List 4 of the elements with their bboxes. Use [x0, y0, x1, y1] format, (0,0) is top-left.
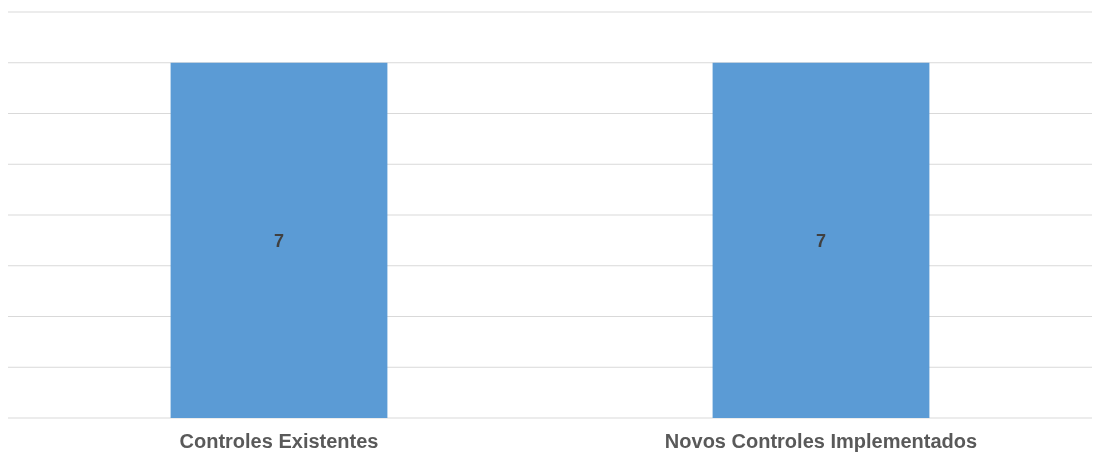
x-tick-label: Controles Existentes	[179, 430, 379, 452]
data-label: 7	[273, 230, 285, 251]
x-tick-label: Novos Controles Implementados	[664, 430, 978, 452]
data-label: 7	[815, 230, 827, 251]
